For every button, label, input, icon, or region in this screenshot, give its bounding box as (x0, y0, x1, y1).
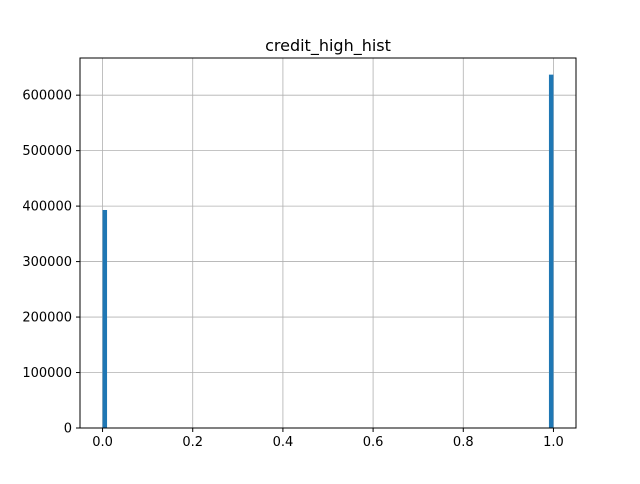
histogram-bars (102, 74, 554, 429)
chart-title: credit_high_hist (265, 36, 391, 56)
x-tick-label: 0.8 (453, 435, 474, 450)
y-tick-label: 200000 (22, 311, 72, 326)
x-tick-label: 0.6 (363, 435, 384, 450)
plot-frame (79, 57, 577, 429)
x-tick-label: 1.0 (543, 435, 564, 450)
y-tick-label: 600000 (22, 89, 72, 104)
y-tick-label: 100000 (22, 366, 72, 381)
axis-ticks: 0.0 0.2 0.4 0.6 0.8 1.0 0 100000 200000 300000 400… (22, 89, 563, 450)
histogram-bar (548, 74, 554, 429)
y-tick-label: 0 (64, 422, 72, 437)
y-tick-label: 500000 (22, 144, 72, 159)
y-tick-label: 300000 (22, 255, 72, 270)
histogram-bar (102, 209, 108, 428)
x-tick-label: 0.2 (182, 435, 203, 450)
x-tick-label: 0.0 (92, 435, 113, 450)
y-tick-label: 400000 (22, 200, 72, 215)
x-tick-label: 0.4 (273, 435, 294, 450)
